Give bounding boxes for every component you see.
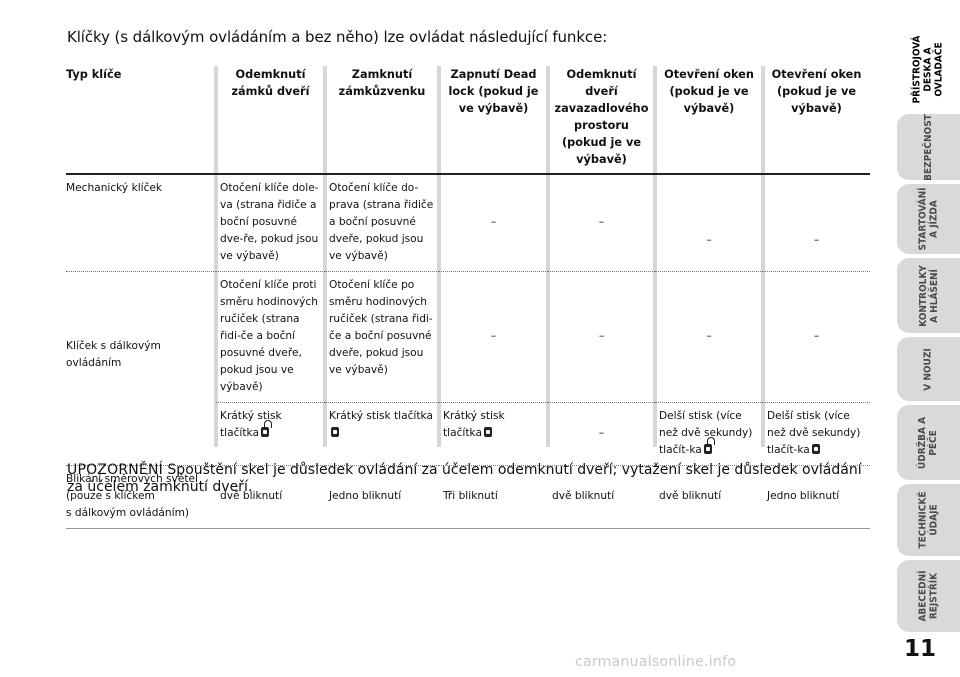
cell-lock: Krátký stisk tlačítka	[325, 402, 439, 466]
cell-text: Krátký stisk tlačítka	[443, 410, 505, 439]
tab-label: PŘÍSTROJOVÁ DESKA A OVLADAČE	[912, 34, 945, 104]
warning-text: Spouštění skel je důsledek ovládání za ú…	[67, 462, 862, 495]
tab-maintenance[interactable]: ÚDRŽBA A PÉČE	[897, 405, 960, 480]
row-label-blink: Blikání směrových světel (pouze s klíčke…	[66, 465, 216, 529]
cell-windows-close: Delší stisk (více než dvě sekundy) tlačí…	[763, 402, 870, 466]
cell-windows-open: dvě bliknutí	[655, 465, 763, 529]
tab-label: KONTROLKY A HLÁŠENÍ	[917, 264, 940, 327]
cell-lock: Jedno bliknutí	[325, 465, 439, 529]
row-label-remote: Klíček s dálkovým ovládáním	[66, 271, 216, 466]
warning-lead: UPOZORNĚNÍ	[67, 462, 163, 478]
cell-boot: –	[548, 174, 655, 272]
lock-button-icon	[331, 427, 339, 437]
table-header-row: Typ klíče Odemknutí zámků dveří Zamknutí…	[66, 66, 870, 175]
cell-windows-close: –	[763, 271, 870, 403]
tab-label: ABECEDNÍ REJSTŘÍK	[917, 570, 940, 622]
table-row: Klíček s dálkovým ovládáním Otočení klíč…	[66, 271, 870, 466]
table-row: Blikání směrových světel (pouze s klíčke…	[66, 465, 870, 529]
table-row: Mechanický klíček Otočení klíče dole-va …	[66, 174, 870, 272]
row-label-line: Blikání směrových světel	[66, 473, 198, 485]
tab-label: BEZPEČNOST	[923, 113, 935, 181]
cell-windows-close: –	[763, 174, 870, 272]
tab-warning-lights[interactable]: KONTROLKY A HLÁŠENÍ	[897, 258, 960, 333]
intro-text: Klíčky (s dálkovým ovládáním a bez něho)…	[67, 28, 608, 46]
cell-unlock: Krátký stisk tlačítka	[216, 402, 325, 466]
cell-unlock: Otočení klíče dole-va (strana řidiče a b…	[216, 174, 325, 272]
cell-deadlock: Krátký stisk tlačítka	[439, 402, 548, 466]
cell-deadlock: –	[439, 174, 548, 272]
cell-boot: –	[548, 402, 655, 466]
chapter-sidebar: PŘÍSTROJOVÁ DESKA A OVLADAČE BEZPEČNOST …	[897, 0, 960, 677]
header-windows-open: Otevření oken (pokud je ve výbavě)	[655, 66, 763, 175]
key-functions-table: Typ klíče Odemknutí zámků dveří Zamknutí…	[66, 66, 870, 529]
cell-text: Delší stisk (více než dvě sekundy) tlačí…	[659, 410, 753, 456]
header-key-type: Typ klíče	[66, 66, 216, 175]
tab-index[interactable]: ABECEDNÍ REJSTŘÍK	[897, 560, 960, 632]
lock-button-icon	[811, 444, 820, 454]
tab-label: STARTOVÁNÍ A JÍZDA	[917, 187, 940, 251]
cell-deadlock: –	[439, 271, 548, 403]
warning-note: UPOZORNĚNÍ Spouštění skel je důsledek ov…	[67, 462, 867, 496]
tab-label: ÚDRŽBA A PÉČE	[917, 416, 940, 469]
row-label-mechanical: Mechanický klíček	[66, 174, 216, 272]
tab-label: TECHNICKÉ ÚDAJE	[917, 491, 940, 549]
cell-windows-close: Jedno bliknutí	[763, 465, 870, 529]
tab-starting-driving[interactable]: STARTOVÁNÍ A JÍZDA	[897, 184, 960, 254]
cell-boot: –	[548, 271, 655, 403]
lock-button-icon	[483, 427, 492, 437]
cell-unlock: Otočení klíče proti směru hodinových ruč…	[216, 271, 325, 403]
row-label-line: s dálkovým ovládáním)	[66, 507, 190, 519]
table-row: Krátký stisk tlačítka Krátký stisk tlačí…	[66, 402, 870, 466]
cell-unlock: dvě bliknutí	[216, 465, 325, 529]
tab-emergency[interactable]: V NOUZI	[897, 337, 960, 401]
cell-text: Delší stisk (více než dvě sekundy) tlačí…	[767, 410, 861, 456]
cell-windows-open: Delší stisk (více než dvě sekundy) tlačí…	[655, 402, 763, 466]
unlock-button-icon	[703, 437, 715, 454]
header-boot-unlock: Odemknutí dveří zavazadlového prostoru (…	[548, 66, 655, 175]
header-lock: Zamknutí zámkůzvenku	[325, 66, 439, 175]
tab-technical-data[interactable]: TECHNICKÉ ÚDAJE	[897, 484, 960, 556]
tab-label: V NOUZI	[922, 347, 934, 391]
cell-text: Krátký stisk tlačítka	[220, 410, 282, 439]
tab-instrument-panel[interactable]: PŘÍSTROJOVÁ DESKA A OVLADAČE	[897, 28, 960, 110]
watermark: carmanualsonline.info	[575, 654, 737, 670]
cell-text: Krátký stisk tlačítka	[329, 410, 433, 422]
header-windows-close: Otevření oken (pokud je ve výbavě)	[763, 66, 870, 175]
cell-windows-open: –	[655, 174, 763, 272]
cell-deadlock: Tři bliknutí	[439, 465, 548, 529]
unlock-button-icon	[260, 420, 272, 437]
cell-lock: Otočení klíče po směru hodinových ručiče…	[325, 271, 439, 403]
cell-lock: Otočení klíče do-prava (strana řidiče a …	[325, 174, 439, 272]
row-label-line: (pouze s klíčkem	[66, 490, 155, 502]
tab-safety[interactable]: BEZPEČNOST	[897, 114, 960, 180]
cell-boot: dvě bliknutí	[548, 465, 655, 529]
page-number: 11	[903, 636, 936, 662]
header-deadlock: Zapnutí Dead lock (pokud je ve výbavě)	[439, 66, 548, 175]
cell-windows-open: –	[655, 271, 763, 403]
header-unlock: Odemknutí zámků dveří	[216, 66, 325, 175]
